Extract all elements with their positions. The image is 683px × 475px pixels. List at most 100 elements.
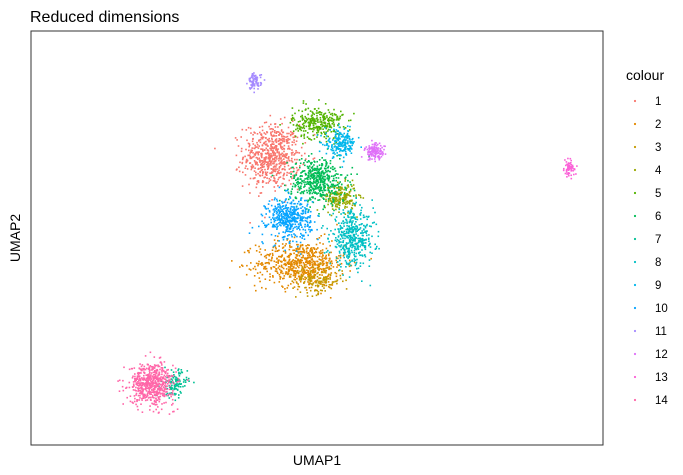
point (151, 395, 154, 398)
point (251, 147, 253, 149)
point (364, 255, 367, 258)
point (168, 381, 171, 383)
point (258, 157, 261, 159)
point (159, 361, 162, 364)
point (323, 122, 326, 125)
point (338, 122, 340, 125)
point (160, 387, 163, 390)
point (280, 210, 283, 213)
point (158, 382, 161, 385)
point (311, 128, 314, 130)
point (304, 226, 306, 228)
point (316, 256, 319, 258)
point (282, 231, 284, 233)
point (309, 215, 312, 217)
point (294, 274, 297, 276)
point (347, 257, 349, 260)
point (335, 179, 337, 182)
point (300, 264, 303, 267)
point (154, 404, 157, 406)
point (339, 238, 342, 240)
legend-label-11: 11 (655, 326, 667, 338)
point (246, 82, 248, 85)
point (382, 152, 384, 155)
point (158, 390, 161, 392)
point (261, 174, 264, 177)
point (349, 220, 352, 223)
point (274, 190, 276, 192)
point (325, 135, 328, 137)
point (336, 181, 339, 184)
point (273, 266, 276, 268)
point (276, 151, 279, 154)
point (294, 158, 296, 161)
point (328, 260, 330, 262)
point (305, 189, 308, 192)
point (286, 238, 288, 240)
point (286, 255, 289, 258)
point (373, 143, 376, 145)
point (334, 139, 336, 142)
point (152, 371, 155, 374)
point (270, 160, 272, 163)
point (315, 281, 317, 284)
point (339, 158, 341, 160)
point (240, 150, 243, 153)
point (263, 159, 265, 161)
point (303, 263, 306, 265)
point (310, 186, 313, 189)
point (292, 175, 295, 178)
point (155, 408, 157, 411)
point (258, 139, 260, 141)
point (342, 144, 344, 147)
point (267, 207, 269, 210)
point (564, 172, 567, 175)
point (339, 166, 341, 169)
point (310, 273, 312, 276)
point (309, 230, 311, 233)
point (317, 112, 319, 114)
point (160, 385, 163, 388)
point (353, 213, 355, 215)
point (570, 159, 572, 162)
point (312, 173, 314, 176)
point (371, 222, 374, 224)
point (314, 263, 316, 265)
point (310, 228, 313, 231)
point (319, 113, 321, 116)
point (331, 179, 334, 182)
point (349, 236, 352, 238)
point (336, 279, 339, 281)
point (275, 149, 277, 151)
point (316, 289, 319, 292)
point (151, 385, 154, 387)
point (158, 373, 161, 376)
point (368, 244, 370, 247)
point (176, 389, 179, 391)
point (327, 123, 329, 125)
point (349, 203, 351, 205)
point (344, 198, 346, 201)
point (380, 152, 382, 155)
point (370, 146, 373, 148)
point (315, 289, 317, 291)
point (295, 262, 297, 265)
point (149, 351, 152, 354)
point (316, 119, 319, 122)
point (258, 260, 260, 263)
point (295, 184, 297, 187)
point (340, 213, 342, 215)
point (299, 204, 301, 206)
point (338, 264, 340, 267)
point (299, 126, 301, 128)
point (300, 244, 302, 247)
point (295, 267, 297, 269)
point (359, 251, 361, 253)
point (346, 228, 349, 231)
point (333, 179, 335, 182)
point (293, 286, 296, 288)
point (151, 369, 153, 371)
point (279, 255, 281, 258)
point (347, 140, 349, 142)
